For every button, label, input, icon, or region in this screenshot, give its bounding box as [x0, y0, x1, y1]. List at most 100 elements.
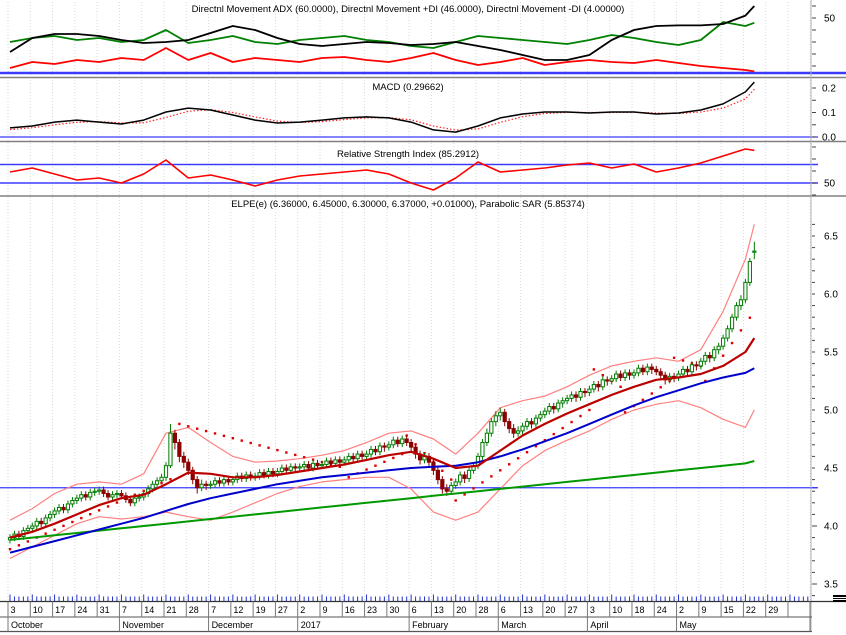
down-candle: [373, 448, 378, 453]
up-candle: [43, 517, 48, 525]
up-candle: [542, 410, 547, 416]
up-candle: [355, 453, 360, 460]
axis-label: 20: [456, 605, 466, 615]
month-label: April: [590, 620, 608, 630]
month-label: May: [680, 620, 698, 630]
price-panel-title: ELPE(e) (6.36000, 6.45000, 6.30000, 6.37…: [231, 199, 585, 210]
moving-averages-layer: [9, 337, 756, 554]
up-candle: [734, 305, 739, 318]
up-candle: [25, 527, 30, 532]
axis-label: 9: [701, 605, 706, 615]
down-candle: [658, 371, 663, 376]
up-candle: [453, 481, 458, 486]
down-candle: [435, 469, 440, 481]
up-candle: [52, 510, 57, 515]
up-candle: [74, 497, 79, 501]
up-candle: [578, 390, 583, 398]
up-candle: [636, 367, 641, 374]
axis-label: 28: [189, 605, 199, 615]
up-candle: [524, 421, 530, 427]
rsi-panel-title: Relative Strength Index (85.2912): [336, 149, 480, 160]
axis-label: 17: [55, 605, 65, 615]
down-candle: [502, 411, 507, 423]
up-candle: [288, 466, 293, 471]
down-candle: [360, 453, 365, 457]
right-axis-layer: 50 0.2 0.1 0.0 50 6.5 6.0 5.5 5.0 4.5 4.0 3.5: [812, 5, 838, 597]
up-candle: [79, 494, 84, 499]
up-candle: [319, 464, 325, 467]
up-candle: [622, 372, 628, 379]
down-candle: [440, 479, 445, 490]
up-candle: [533, 417, 539, 425]
up-candle: [110, 494, 115, 498]
up-candle: [587, 388, 592, 394]
down-candle: [101, 489, 106, 495]
axis-label: 10: [612, 605, 622, 615]
up-candle: [257, 472, 262, 477]
up-candle: [137, 496, 142, 499]
axis-label: 19: [256, 605, 266, 615]
up-candle: [493, 415, 498, 423]
up-candle: [747, 261, 752, 283]
down-candle: [685, 368, 690, 373]
up-candle: [48, 513, 53, 519]
down-candle: [270, 470, 276, 475]
axis-label: 27: [278, 605, 288, 615]
up-candle: [515, 430, 521, 434]
up-candle: [556, 402, 561, 410]
axis-label: 15: [724, 605, 734, 615]
up-candle: [391, 439, 396, 446]
axis-label: 6.0: [824, 290, 838, 301]
down-candle: [551, 406, 556, 410]
axis-label: 13: [523, 605, 533, 615]
down-candle: [444, 488, 449, 492]
month-label: March: [501, 620, 526, 630]
down-candle: [61, 506, 66, 511]
down-candle: [694, 364, 699, 367]
axis-label: 28: [478, 605, 488, 615]
axis-label: 5.5: [824, 348, 838, 359]
down-candle: [351, 455, 356, 460]
axis-label: 50: [824, 179, 836, 190]
bollinger-bands-layer: [9, 224, 755, 560]
axis-label: 29: [768, 605, 778, 615]
up-candle: [297, 466, 302, 469]
down-candle: [226, 479, 231, 483]
up-candle: [168, 432, 173, 467]
up-candle: [698, 360, 703, 367]
up-candle: [279, 467, 284, 472]
up-candle: [480, 441, 485, 457]
up-candle: [324, 460, 329, 466]
up-candle: [680, 368, 686, 375]
down-candle: [119, 493, 124, 497]
down-candle: [293, 466, 298, 469]
axis-label: 24: [657, 605, 667, 615]
down-candle: [284, 467, 289, 471]
down-candle: [128, 498, 133, 504]
axis-label: 5.0: [824, 406, 838, 417]
up-candle: [609, 378, 614, 382]
up-candle: [386, 444, 391, 448]
up-candle: [65, 503, 71, 511]
up-candle: [30, 525, 35, 529]
axis-label: 4.5: [824, 464, 838, 475]
reference-lines-layer: [0, 71, 846, 489]
down-candle: [217, 480, 222, 484]
up-candle: [721, 337, 726, 347]
up-candle: [333, 459, 338, 464]
axis-resize-grip-icon[interactable]: [833, 595, 846, 603]
down-candle: [618, 373, 623, 379]
axis-label: 24: [77, 605, 87, 615]
axis-label: 6: [501, 605, 506, 615]
axis-label: 0.2: [822, 84, 836, 95]
down-candle: [181, 455, 186, 463]
axis-label: 7: [122, 605, 127, 615]
axis-label: 31: [100, 605, 110, 615]
up-candle: [400, 438, 405, 445]
up-candle: [689, 364, 695, 373]
axis-label: 14: [144, 605, 154, 615]
down-candle: [39, 520, 44, 525]
up-candle: [368, 448, 374, 455]
down-candle: [596, 383, 601, 388]
up-candle: [199, 483, 204, 489]
